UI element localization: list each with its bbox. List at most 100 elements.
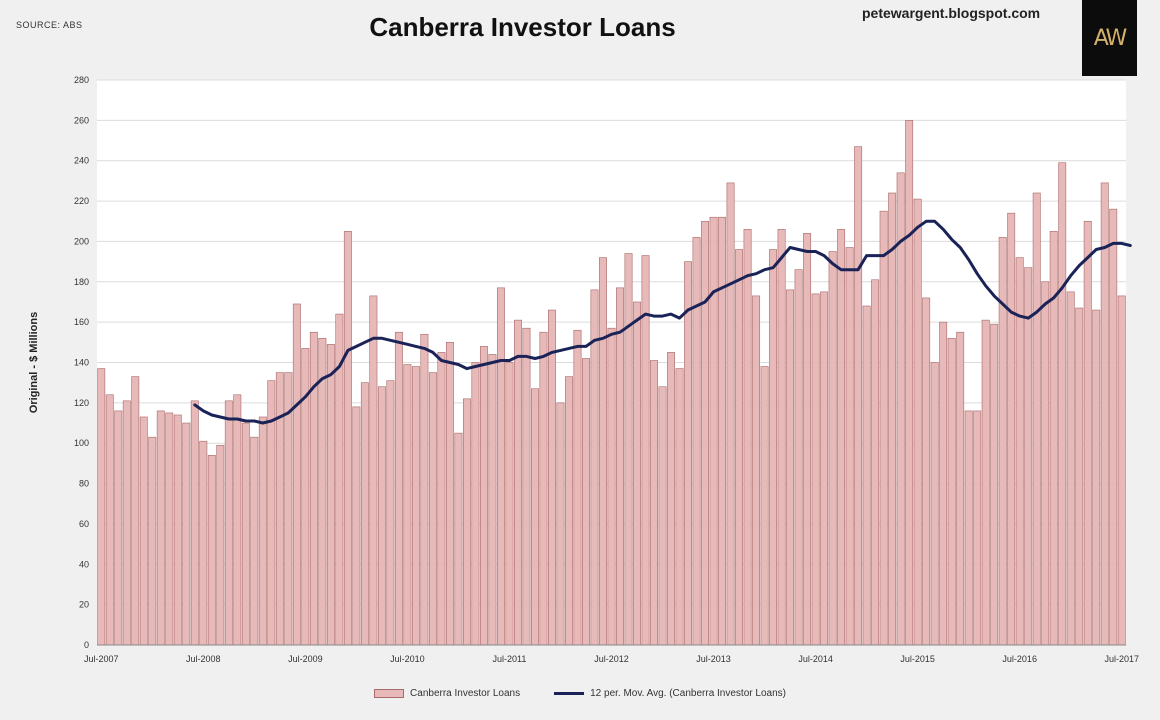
bar	[582, 358, 590, 646]
y-tick-label: 180	[74, 277, 89, 287]
bar	[1024, 267, 1033, 646]
bar	[1083, 220, 1092, 646]
bar	[165, 412, 174, 646]
y-tick-label: 260	[74, 115, 89, 125]
bar	[241, 422, 250, 646]
bar	[556, 402, 565, 646]
x-tick-label: Jul-2009	[288, 654, 323, 664]
bar	[216, 444, 225, 646]
bar	[411, 366, 420, 646]
y-tick-label: 200	[74, 236, 89, 246]
bar	[888, 192, 897, 646]
x-tick-label: Jul-2007	[84, 654, 119, 664]
legend-bar-swatch	[374, 689, 405, 698]
bar	[522, 327, 531, 646]
bar	[658, 386, 667, 646]
bar	[811, 293, 820, 646]
bar	[922, 297, 931, 646]
bar	[445, 342, 454, 646]
bar	[386, 380, 395, 646]
bar	[139, 416, 148, 646]
bar	[930, 362, 939, 646]
bar	[258, 416, 267, 646]
bar	[1032, 192, 1041, 646]
bar	[207, 455, 216, 646]
bar	[947, 337, 956, 646]
x-tick-label: Jul-2008	[186, 654, 221, 664]
bar	[735, 249, 744, 646]
bar	[743, 229, 752, 646]
bar	[616, 287, 624, 646]
bar	[548, 309, 556, 646]
bar	[879, 210, 888, 646]
bar	[667, 352, 675, 646]
bar	[428, 372, 437, 646]
legend-bars-label: Canberra Investor Loans	[410, 688, 521, 699]
bar	[275, 372, 284, 646]
bar	[471, 362, 480, 646]
bar	[692, 237, 701, 646]
bar	[1100, 182, 1109, 646]
x-tick-label: Jul-2011	[493, 654, 527, 664]
bar	[105, 394, 114, 646]
site-label: petewargent.blogspot.com	[862, 5, 1041, 21]
bar	[394, 331, 403, 646]
y-tick-label: 20	[79, 600, 89, 610]
bar	[369, 295, 378, 646]
bar	[148, 436, 157, 646]
bar	[173, 414, 182, 646]
bar	[760, 366, 769, 646]
bar	[233, 394, 242, 646]
y-tick-label: 160	[74, 317, 89, 327]
bar	[352, 406, 361, 646]
bar	[292, 303, 301, 646]
bar	[199, 440, 208, 646]
y-tick-label: 100	[74, 438, 89, 448]
bar	[1066, 291, 1075, 646]
bar	[1092, 309, 1101, 646]
x-tick-label: Jul-2015	[900, 654, 935, 664]
bar	[726, 182, 735, 646]
bar	[156, 410, 165, 646]
legend-item-line: 12 per. Mov. Avg. (Canberra Investor Loa…	[554, 688, 786, 699]
bar	[114, 410, 123, 646]
bar	[820, 291, 829, 646]
bar	[633, 301, 641, 646]
bar	[684, 261, 692, 646]
bar	[675, 368, 684, 646]
bar	[122, 400, 131, 646]
bar	[990, 323, 999, 646]
x-tick-label: Jul-2012	[594, 654, 629, 664]
bar	[607, 327, 616, 646]
bar	[190, 400, 199, 646]
y-tick-label: 220	[74, 196, 89, 206]
legend-item-bars: Canberra Investor Loans	[374, 688, 520, 699]
bar	[488, 354, 497, 646]
source-label: SOURCE: ABS	[16, 20, 83, 30]
legend-line-label: 12 per. Mov. Avg. (Canberra Investor Loa…	[590, 688, 786, 699]
x-tick-label: Jul-2013	[696, 654, 731, 664]
bar	[514, 319, 522, 646]
bar	[803, 233, 812, 646]
bar	[531, 388, 539, 646]
chart-title: Canberra Investor Loans	[369, 12, 676, 42]
moving-average-line	[193, 219, 1132, 425]
x-tick-label: Jul-2010	[390, 654, 425, 664]
bar	[1007, 212, 1016, 646]
bar	[420, 333, 429, 646]
y-tick-label: 280	[74, 75, 89, 85]
bar	[1109, 208, 1118, 646]
y-tick-label: 40	[79, 559, 89, 569]
bar	[377, 386, 386, 646]
bar	[862, 305, 871, 646]
bar	[496, 287, 505, 646]
x-tick-label: Jul-2017	[1104, 654, 1139, 664]
bar	[871, 279, 880, 646]
y-tick-label: 80	[79, 479, 89, 489]
x-tick-label: Jul-2016	[1002, 654, 1037, 664]
bar	[701, 220, 709, 646]
bar	[709, 216, 718, 646]
bar	[343, 231, 352, 646]
bar	[981, 319, 990, 646]
x-tick-label: Jul-2014	[798, 654, 833, 664]
